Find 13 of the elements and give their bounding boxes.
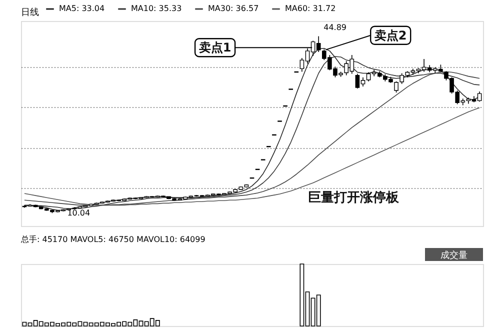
annotation: 44.89 — [324, 23, 347, 32]
legend-label: MA10: 35.33 — [131, 4, 182, 13]
chart-title: 日线 — [21, 7, 39, 18]
text: 成交量 — [440, 250, 468, 261]
legend-label: MA5: 33.04 — [59, 4, 105, 13]
legend-label: MA60: 31.72 — [285, 4, 336, 13]
legend-label: MA30: 36.57 — [208, 4, 259, 13]
chart-title: 总手: 45170 MAVOL5: 46750 MAVOL10: 64099 — [20, 235, 206, 244]
annotation: 卖点1 — [198, 40, 232, 55]
annotation: 巨量打开涨停板 — [308, 190, 400, 206]
candlestick — [394, 80, 398, 93]
annotation: 10.04 — [67, 208, 90, 218]
annotation: 卖点2 — [374, 28, 407, 42]
